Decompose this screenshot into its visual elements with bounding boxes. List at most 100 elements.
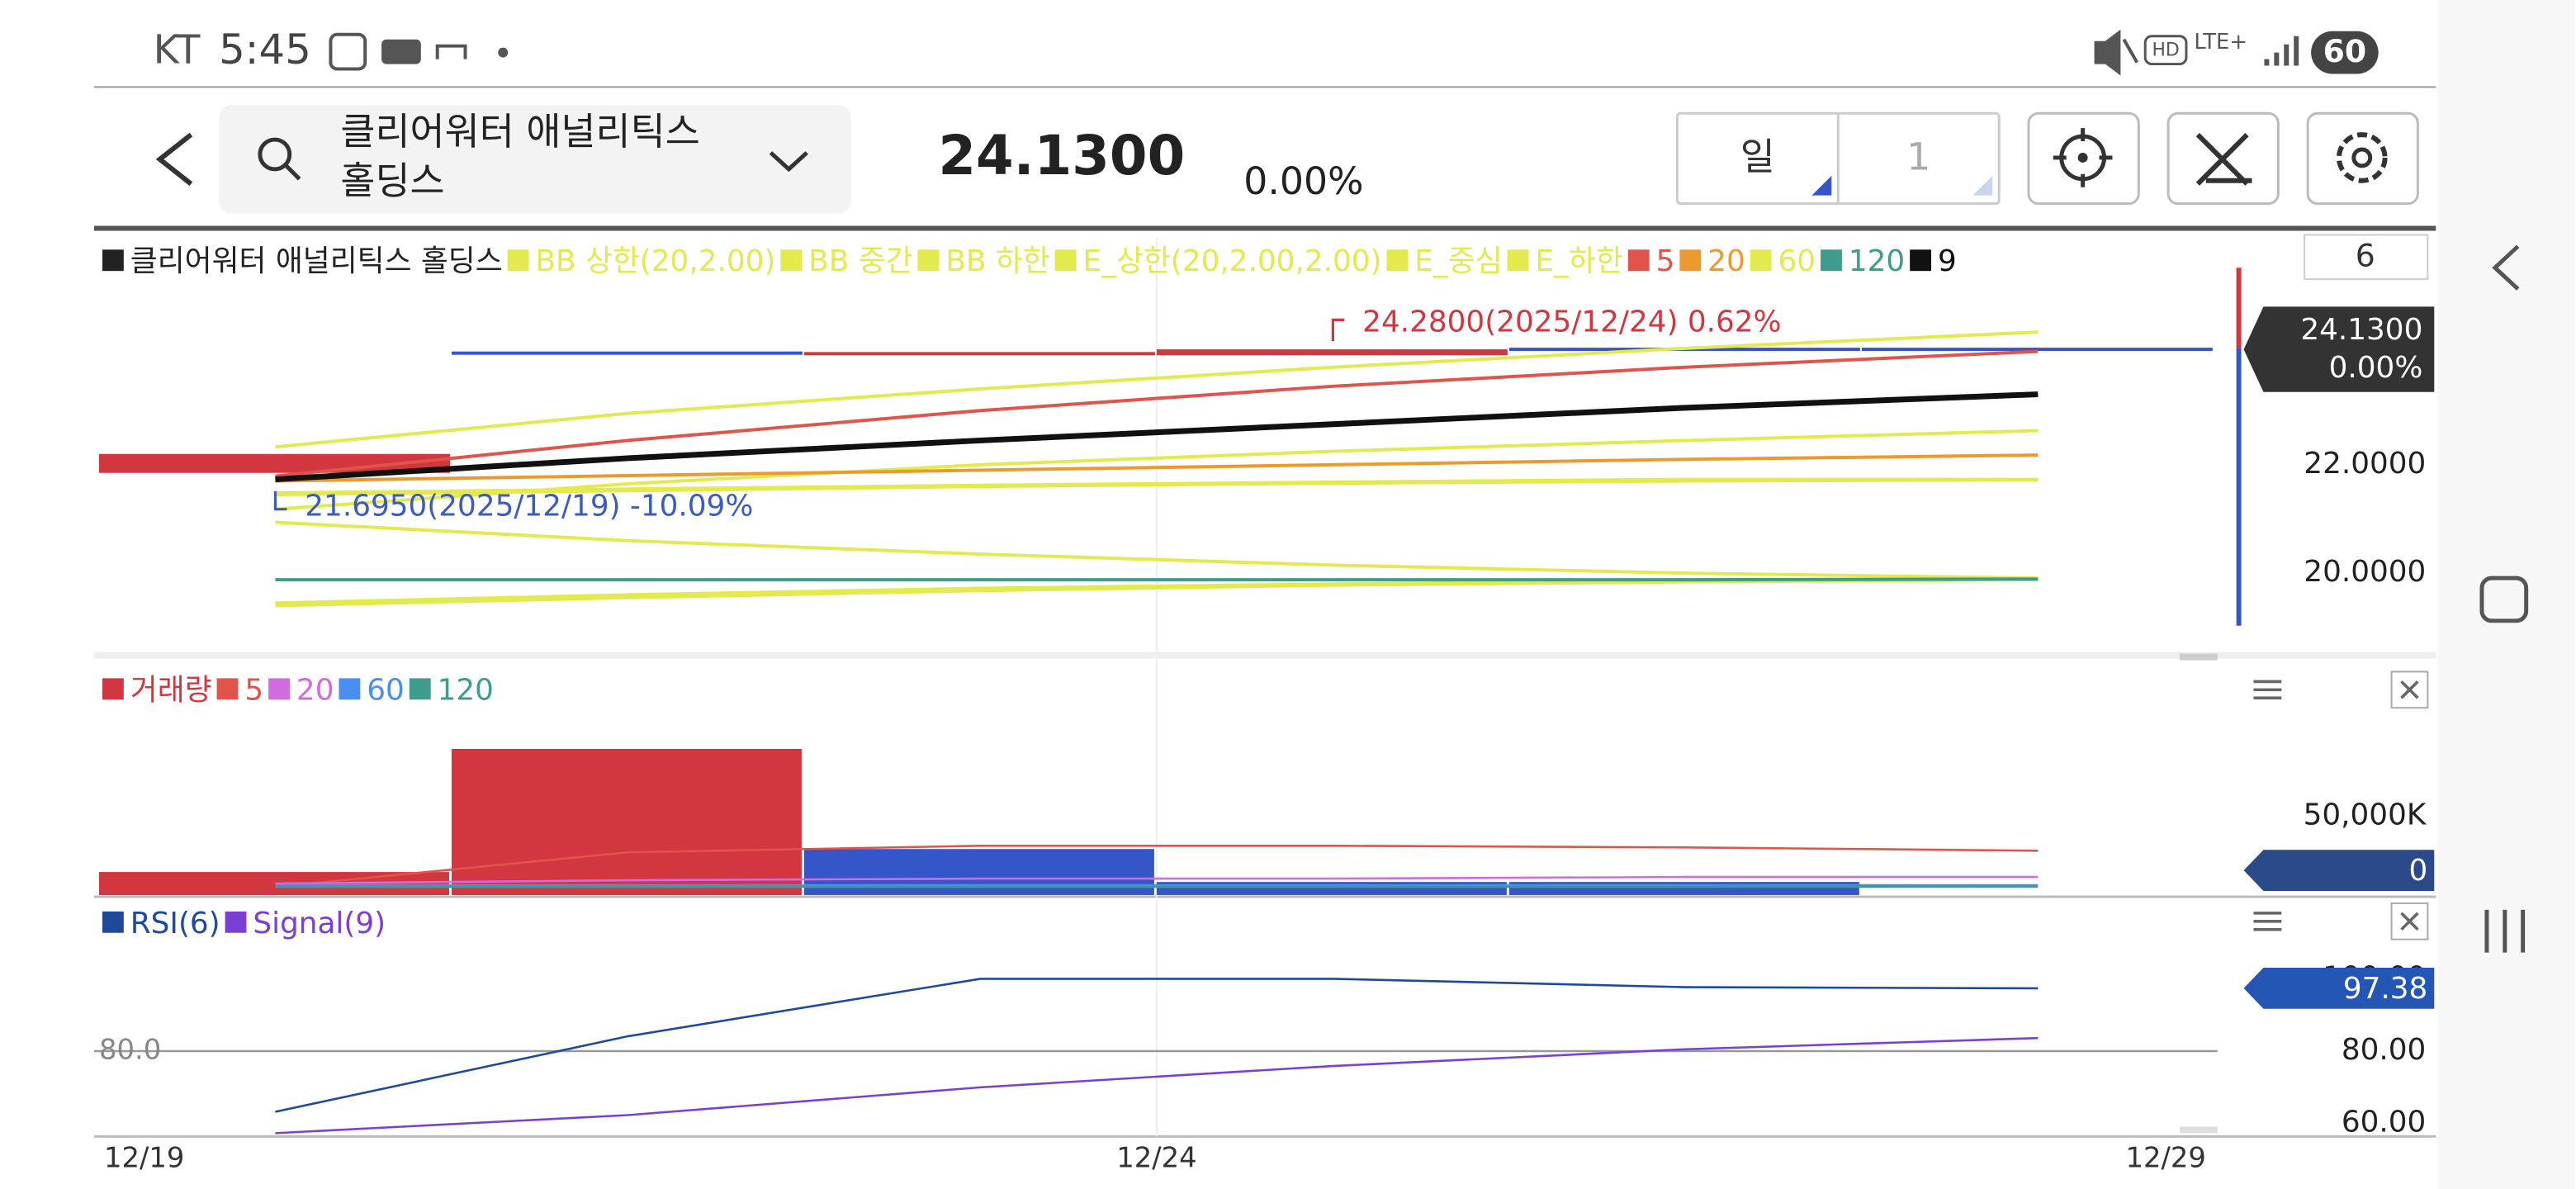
menu-icon[interactable] <box>2253 680 2282 700</box>
stock-name: 클리어워터 애널리틱스 홀딩스 <box>340 111 700 204</box>
period[interactable]: 일 <box>1740 135 1775 178</box>
search-box[interactable] <box>219 105 851 214</box>
legend-label: E_하한 <box>1535 244 1622 278</box>
price-tag-label: 0.00% <box>2329 351 2423 385</box>
y-tick-label: 60.00 <box>2342 1106 2426 1139</box>
settings-icon <box>2336 132 2388 183</box>
series-line <box>275 1036 2039 1135</box>
battery-pill <box>2311 31 2379 74</box>
status-icon <box>435 44 467 59</box>
legend-label: RSI(6) <box>130 907 220 940</box>
value-tag-label: 0 <box>2409 854 2428 888</box>
back-button[interactable] <box>155 132 193 187</box>
annotation-label: 21.6950(2025/12/19) -10.09% <box>305 490 753 523</box>
nav-recent[interactable] <box>2484 909 2526 953</box>
legend-swatch <box>780 249 803 272</box>
settings-icon <box>2351 147 2373 168</box>
value-tag <box>2243 968 2435 1009</box>
hd-box <box>2143 35 2188 66</box>
pane-separator <box>94 651 2436 659</box>
legend-label: 9 <box>1938 244 1957 278</box>
series-line <box>275 391 2039 483</box>
legend-swatch <box>409 678 431 700</box>
series-line <box>275 875 2039 885</box>
legend-label: Signal(9) <box>253 907 386 940</box>
close-icon <box>2400 680 2419 699</box>
y-tick-label: 20.0000 <box>2304 555 2426 589</box>
nav-bar <box>2437 0 2576 1189</box>
series-line <box>275 578 2039 608</box>
legend-swatch <box>507 249 529 272</box>
legend-label: E_중심 <box>1414 244 1502 278</box>
hd-label: HD <box>2152 40 2179 61</box>
annotation-arrow <box>1331 318 1345 342</box>
menu-icon[interactable] <box>2253 912 2282 931</box>
scroll-handle <box>2180 653 2218 661</box>
legend-label: 60 <box>1778 244 1816 278</box>
x-tick-label: 12/24 <box>1116 1142 1196 1174</box>
legend-label: 5 <box>244 673 263 707</box>
settings-button[interactable] <box>2306 111 2419 206</box>
legend-label: 클리어워터 애널리틱스 홀딩스 <box>130 244 503 278</box>
legend-label: 60 <box>367 673 405 707</box>
price-tag-label: 24.1300 <box>2300 313 2422 347</box>
legend-swatch <box>102 678 124 700</box>
series-line <box>275 845 2039 888</box>
legend-swatch <box>339 678 361 700</box>
network-label: LTE+ <box>2194 30 2247 54</box>
y-tick-label: 22.0000 <box>2304 447 2426 481</box>
status-icon <box>381 39 421 64</box>
legend-swatch <box>1910 249 1932 272</box>
series-line <box>275 577 2039 582</box>
count-box[interactable] <box>2304 234 2429 281</box>
carrier: KT <box>154 28 201 73</box>
close-icon <box>2400 912 2419 931</box>
candle <box>1861 348 2213 352</box>
legend-swatch <box>268 678 290 700</box>
period-corner <box>1972 175 1993 196</box>
price: 24.1300 <box>938 125 1185 187</box>
series-line <box>275 349 2039 478</box>
legend-swatch <box>1507 249 1529 272</box>
legend-swatch <box>1821 249 1842 272</box>
legend-swatch <box>102 911 124 933</box>
series-line <box>275 429 2039 511</box>
nav-home[interactable] <box>2479 576 2529 623</box>
candle <box>803 352 1155 356</box>
legend-label: 120 <box>1849 244 1905 278</box>
legend-swatch <box>1054 249 1077 272</box>
legend-label: BB 하한 <box>945 244 1049 278</box>
price-tag <box>2243 306 2435 392</box>
search-icon <box>258 137 292 172</box>
legend-swatch <box>225 911 247 933</box>
search-icon <box>284 164 301 181</box>
legend-label: 120 <box>438 673 494 707</box>
legend-swatch <box>917 249 940 272</box>
crosshair-icon <box>2053 128 2113 187</box>
battery-label: 60 <box>2323 33 2367 69</box>
value-tag <box>2243 850 2435 892</box>
status-icon <box>329 32 367 71</box>
volume-bar <box>803 849 1154 895</box>
nav-back[interactable] <box>2492 244 2520 291</box>
volume-bar <box>451 748 802 895</box>
stock-name-box: 클리어워터 애널리틱스 홀딩스 <box>340 111 700 204</box>
period-count[interactable]: 1 <box>1906 135 1930 178</box>
reference-label: 80.0 <box>99 1034 161 1066</box>
mute-icon <box>2094 29 2139 76</box>
series-line <box>275 453 2039 483</box>
annotation-arrow <box>273 490 287 511</box>
series-line <box>275 330 2039 449</box>
y-tick-label: 80.00 <box>2342 1033 2426 1067</box>
legend-label: BB 중간 <box>808 244 912 278</box>
value-tag-label: 97.38 <box>2343 972 2427 1006</box>
scroll-handle <box>2180 1126 2218 1134</box>
legend-label: 5 <box>1656 244 1675 278</box>
status-icon <box>498 47 509 58</box>
x-tick-label: 12/29 <box>2125 1142 2205 1174</box>
series-line <box>275 520 2039 580</box>
legend-swatch <box>1627 249 1650 272</box>
dropdown-icon[interactable] <box>769 151 808 173</box>
